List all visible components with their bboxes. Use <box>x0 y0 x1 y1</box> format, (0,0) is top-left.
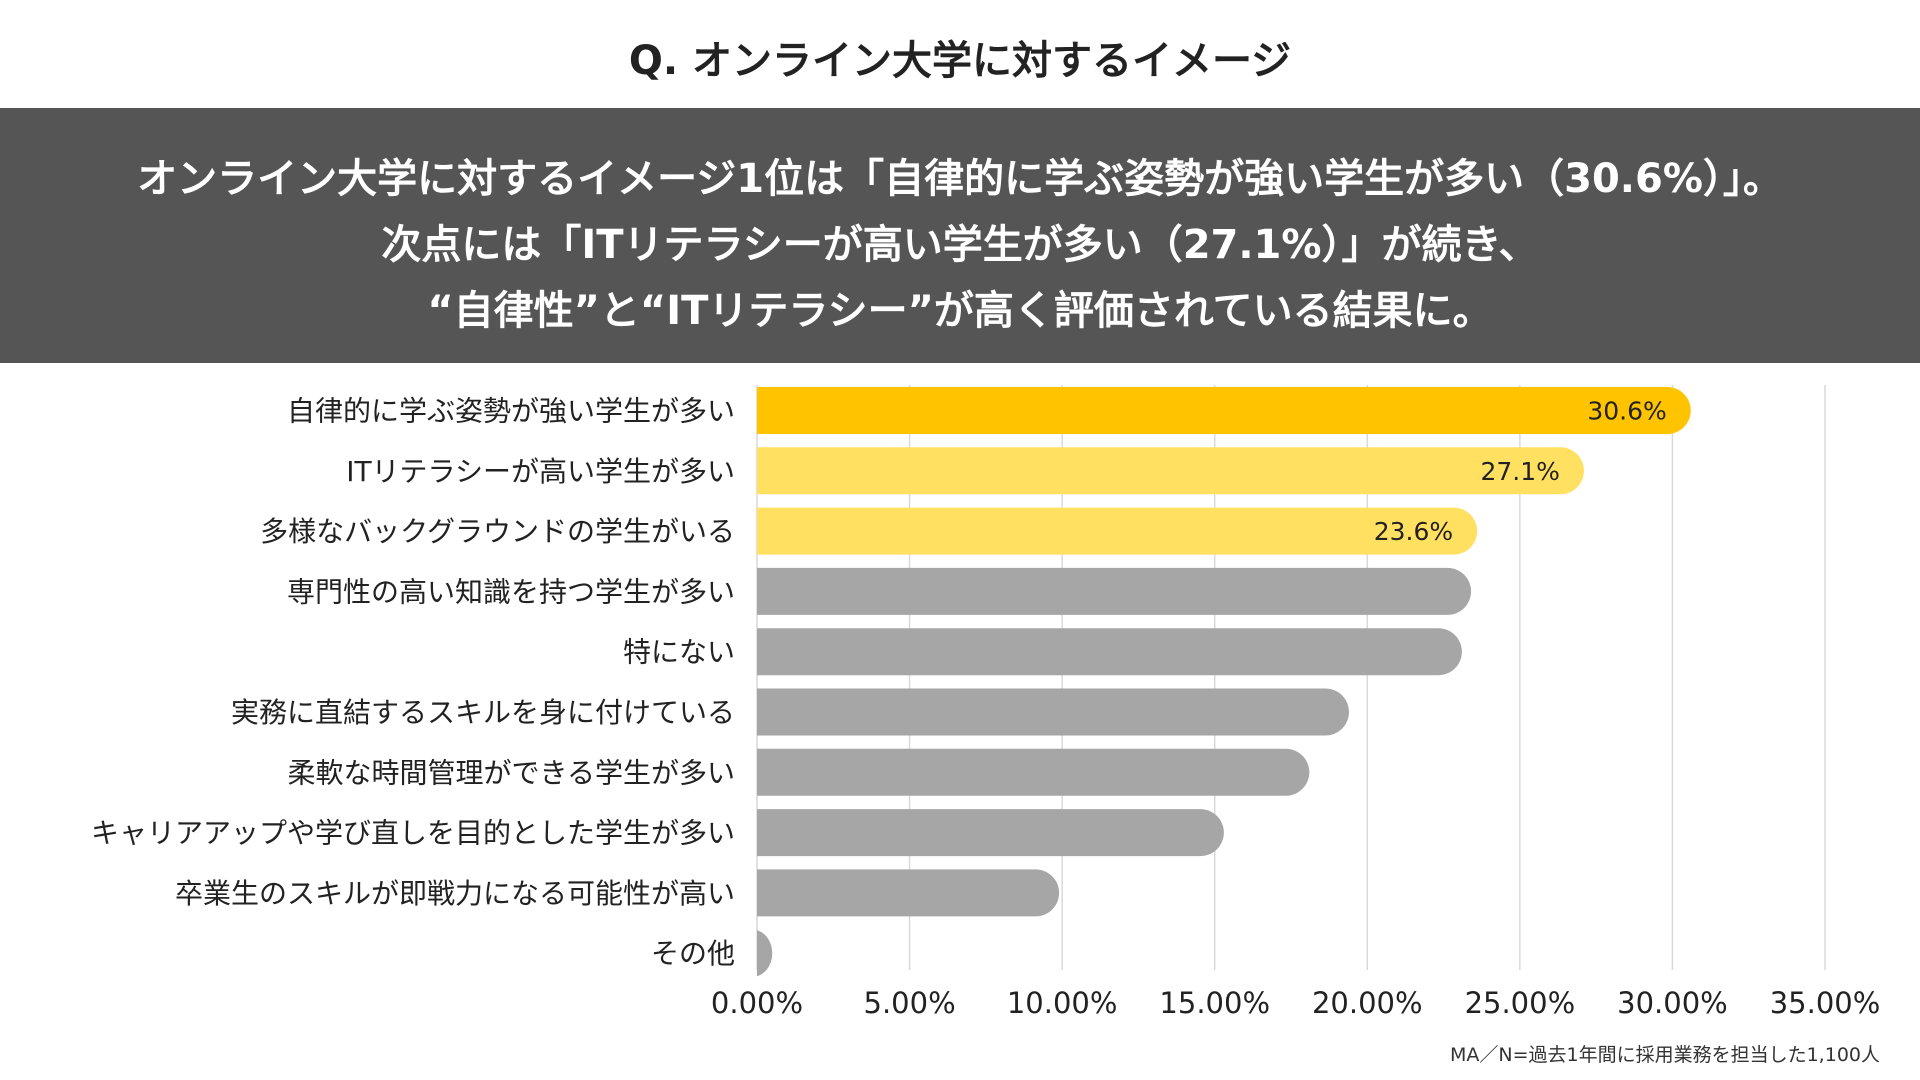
x-tick-label: 5.00% <box>864 986 956 1020</box>
bar <box>757 748 1310 796</box>
bar <box>757 628 1462 676</box>
x-tick-label: 15.00% <box>1159 986 1270 1020</box>
bar-chart: 自律的に学ぶ姿勢が強い学生が多い 30.6% ITリテラシーが高い学生が多い 27.1… <box>91 385 1880 1020</box>
bar <box>757 809 1224 857</box>
x-tick-label: 25.00% <box>1465 986 1576 1020</box>
category-label: キャリアアップや学び直しを目的とした学生が多い <box>91 817 735 850</box>
summary-line-2: 次点には「ITリテラシーが高い学生が多い（27.1%）」が続き、 <box>381 222 1539 268</box>
bar <box>757 567 1472 615</box>
data-label: 23.6% <box>1374 517 1453 546</box>
category-label: 自律的に学ぶ姿勢が強い学生が多い <box>287 395 735 428</box>
summary-banner: オンライン大学に対するイメージ1位は「自律的に学ぶ姿勢が強い学生が多い（30.6… <box>0 108 1920 363</box>
bars <box>757 387 1691 977</box>
x-tick-label: 35.00% <box>1770 986 1881 1020</box>
summary-line-3: “自律性”と“ITリテラシー”が高く評価されている結果に。 <box>427 288 1493 334</box>
x-tick-label: 30.00% <box>1617 986 1728 1020</box>
x-tick-label: 10.00% <box>1007 986 1118 1020</box>
category-label: 専門性の高い知識を持つ学生が多い <box>287 575 735 608</box>
category-label: その他 <box>651 937 735 970</box>
bar <box>757 930 773 977</box>
category-label: ITリテラシーが高い学生が多い <box>346 455 735 488</box>
category-label: 多様なバックグラウンドの学生がいる <box>260 515 735 548</box>
chart-title: Q. オンライン大学に対するイメージ <box>628 38 1292 84</box>
category-label: 柔軟な時間管理ができる学生が多い <box>288 756 735 789</box>
x-tick-label: 0.00% <box>711 986 803 1020</box>
category-label: 特にない <box>623 636 735 669</box>
bar <box>757 688 1349 736</box>
category-label: 卒業生のスキルが即戦力になる可能性が高い <box>175 877 735 910</box>
data-label: 30.6% <box>1587 397 1666 426</box>
summary-line-1: オンライン大学に対するイメージ1位は「自律的に学ぶ姿勢が強い学生が多い（30.6… <box>137 156 1783 202</box>
bar <box>757 869 1060 917</box>
footnote: MA／N=過去1年間に採用業務を担当した1,100人 <box>1449 1044 1880 1066</box>
bar <box>757 447 1584 495</box>
data-label: 27.1% <box>1481 457 1560 486</box>
category-label: 実務に直結するスキルを身に付けている <box>231 696 735 729</box>
x-axis-ticks: 0.00% 5.00% 10.00% 15.00% 20.00% 25.00% 30.00%… <box>711 986 1880 1020</box>
category-labels: 自律的に学ぶ姿勢が強い学生が多い 30.6% ITリテラシーが高い学生が多い 27.1… <box>91 395 1667 971</box>
bar <box>757 507 1478 555</box>
bar <box>757 387 1691 434</box>
x-tick-label: 20.00% <box>1312 986 1423 1020</box>
